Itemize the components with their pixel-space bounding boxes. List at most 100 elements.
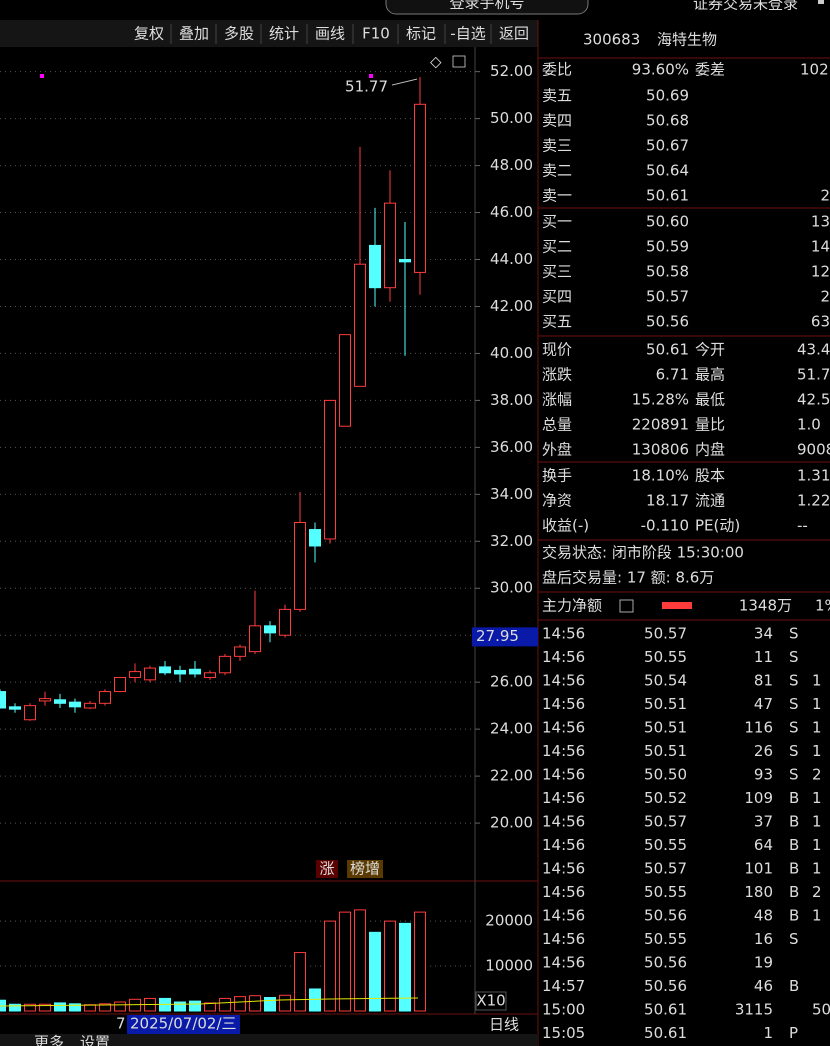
book-label: 卖二 (542, 162, 572, 180)
candle-body (0, 691, 6, 709)
book-price: 50.69 (646, 87, 689, 105)
candle-body (234, 646, 246, 657)
bottom-bar (0, 1034, 538, 1046)
book-price: 50.61 (646, 187, 689, 205)
trade-time: 14:56 (542, 789, 585, 807)
y-tick-label: 20.00 (490, 814, 533, 832)
stat-label: 流通 (695, 492, 725, 510)
trade-flag: B (789, 836, 799, 854)
marker-dot (40, 74, 44, 78)
volume-bar (249, 995, 261, 1012)
trade-time: 14:56 (542, 860, 585, 878)
stat-value: 50.61 (646, 341, 689, 359)
y-tick-label: 26.00 (490, 673, 533, 691)
book-label: 买二 (542, 238, 572, 256)
book-volume: 2 (820, 288, 830, 306)
candle-body (279, 608, 291, 636)
stat-label: 外盘 (542, 441, 572, 459)
trade-price: 50.57 (644, 625, 687, 643)
stat-label: 最低 (695, 391, 725, 409)
trade-volume: 1 (763, 1024, 773, 1042)
trade-count: 1 (812, 672, 822, 690)
stat-label: 量比 (695, 416, 725, 434)
book-label: 卖三 (542, 137, 572, 155)
toolbar-button[interactable]: 画线 (315, 25, 345, 43)
volume-bar (324, 920, 336, 1012)
login-box[interactable] (385, 0, 589, 15)
trade-count: 50 (812, 1001, 830, 1019)
toolbar-button[interactable]: 叠加 (179, 25, 209, 43)
volume-bar (204, 1002, 216, 1012)
stat-value: 6.71 (656, 366, 689, 384)
trade-time: 14:56 (542, 625, 585, 643)
bottom-item[interactable]: 设置 (80, 1034, 110, 1046)
toolbar-button[interactable]: 统计 (269, 25, 299, 43)
period[interactable]: 日线 (489, 1016, 519, 1034)
trade-price: 50.50 (644, 766, 687, 784)
candle-body (114, 676, 126, 693)
date-prefix: 7 (116, 1015, 126, 1033)
trade-count: 1 (812, 836, 822, 854)
trade-count: 2 (812, 766, 822, 784)
icon-window[interactable] (452, 55, 466, 68)
candle-body (39, 698, 51, 702)
trade-price: 50.55 (644, 836, 687, 854)
trade-volume: 46 (754, 977, 773, 995)
stat-label: 涨幅 (542, 391, 572, 409)
toolbar-button[interactable]: 多股 (224, 25, 254, 43)
candle-body (324, 399, 336, 540)
candle-body (399, 259, 411, 263)
candle-body (129, 671, 141, 678)
trade-price: 50.56 (644, 954, 687, 972)
trade-volume: 37 (754, 813, 773, 831)
trade-price: 50.55 (644, 930, 687, 948)
trade-count: 1 (812, 695, 822, 713)
trade-price: 50.51 (644, 695, 687, 713)
toolbar-button[interactable]: 返回 (499, 25, 529, 43)
book-price: 50.56 (646, 313, 689, 331)
toolbar-button[interactable]: F10 (362, 25, 390, 43)
trade-time: 14:56 (542, 719, 585, 737)
stat-label: 净资 (542, 492, 572, 510)
toolbar-button[interactable]: 复权 (134, 25, 164, 43)
trade-count: 1 (812, 742, 822, 760)
volume-bar (414, 911, 426, 1012)
volume-bar (309, 988, 321, 1012)
volume-bar (339, 911, 351, 1012)
trade-time: 14:56 (542, 883, 585, 901)
y-tick-label: 32.00 (490, 532, 533, 550)
y-tick-label: 52.00 (490, 62, 533, 80)
login[interactable]: 登录手机号 (449, 0, 524, 12)
trade-flag: B (789, 860, 799, 878)
volume-bar (24, 1003, 36, 1012)
y-tick-label: 46.00 (490, 203, 533, 221)
flow-bar (662, 602, 692, 609)
bottom-item[interactable]: 更多 (34, 1034, 64, 1046)
candle-body (339, 334, 351, 427)
volume-bar (54, 1002, 66, 1012)
volume-bar (369, 931, 381, 1012)
toolbar-button[interactable]: -自选 (450, 25, 485, 43)
after-hours: 盘后交易量: 17 额: 8.6万 (542, 569, 714, 587)
high-arrow (391, 78, 418, 86)
candle-body (354, 263, 366, 387)
book-label: 买四 (542, 288, 572, 306)
trade-volume: 16 (754, 930, 773, 948)
trade-flag: B (789, 977, 799, 995)
icon-diamond[interactable]: ◇ (430, 53, 442, 71)
book-volume: 2 (820, 187, 830, 205)
y-tick-label: 24.00 (490, 720, 533, 738)
toolbar-button[interactable]: 标记 (406, 25, 436, 43)
value: 93.60% (632, 61, 689, 79)
trade-price: 50.55 (644, 883, 687, 901)
stat-value: 1.31亿 (797, 467, 830, 485)
trade-count: 1 (812, 719, 822, 737)
stat-value: -- (797, 517, 808, 535)
book-price: 50.59 (646, 238, 689, 256)
volume-ma (0, 997, 419, 1007)
trade-price: 50.57 (644, 813, 687, 831)
trade-count: 1 (812, 907, 822, 925)
stat-label: 股本 (695, 467, 725, 485)
cursor-price-box (472, 627, 538, 647)
stat-value: 18.10% (632, 467, 689, 485)
